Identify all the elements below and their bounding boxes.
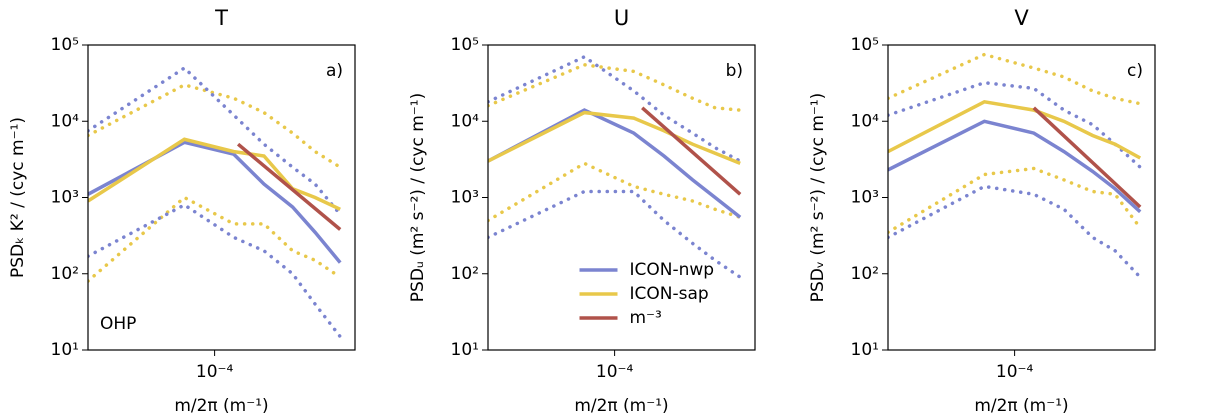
panel-title: V xyxy=(1014,6,1029,30)
y-tick-label: 10⁵ xyxy=(451,35,479,55)
series-line xyxy=(488,161,742,223)
series-line xyxy=(88,202,342,339)
series-line xyxy=(488,108,742,219)
series-line xyxy=(488,54,742,163)
y-tick-label: 10³ xyxy=(51,188,79,208)
y-tick-label: 10⁴ xyxy=(851,111,880,131)
x-tick-label: 10⁻⁴ xyxy=(996,362,1034,382)
series-line xyxy=(88,65,342,217)
annotation: a) xyxy=(326,61,343,81)
legend-label: ICON-nwp xyxy=(630,260,715,280)
series-line xyxy=(888,166,1142,235)
y-tick-label: 10⁴ xyxy=(451,111,480,131)
series-line xyxy=(488,63,742,112)
panel-title: T xyxy=(214,6,228,30)
series-line xyxy=(236,142,342,231)
annotation: b) xyxy=(726,61,743,81)
y-tick-label: 10¹ xyxy=(851,340,879,360)
y-tick-label: 10² xyxy=(851,264,879,284)
series-line xyxy=(888,80,1142,169)
series-line xyxy=(1032,106,1142,209)
y-tick-label: 10⁴ xyxy=(51,111,80,131)
plot-frame xyxy=(887,44,1156,351)
legend-label: m⁻³ xyxy=(630,308,662,328)
y-tick-label: 10¹ xyxy=(451,340,479,360)
series-line xyxy=(88,137,341,211)
series-line xyxy=(641,106,742,196)
x-tick-label: 10⁻⁴ xyxy=(196,362,234,382)
y-axis-label: PSDₖ K² / (cyc m⁻¹) xyxy=(8,117,28,278)
series-line xyxy=(88,83,342,169)
series-line xyxy=(488,110,741,166)
panel-title: U xyxy=(614,6,629,30)
y-tick-label: 10⁵ xyxy=(51,35,79,55)
series-line xyxy=(88,195,342,283)
series-line xyxy=(888,119,1142,214)
annotation: OHP xyxy=(100,314,136,334)
x-axis-label: m/2π (m⁻¹) xyxy=(174,396,268,416)
x-axis-label: m/2π (m⁻¹) xyxy=(574,396,668,416)
y-tick-label: 10⁵ xyxy=(851,35,879,55)
series-line xyxy=(888,184,1142,279)
series-line xyxy=(888,99,1142,160)
y-axis-label: PSDᵥ (m² s⁻²) / (cyc m⁻¹) xyxy=(808,93,828,303)
series-line xyxy=(488,189,742,279)
y-axis-label: PSDᵤ (m² s⁻²) / (cyc m⁻¹) xyxy=(408,93,428,302)
y-tick-label: 10¹ xyxy=(51,340,79,360)
y-tick-label: 10² xyxy=(51,264,79,284)
y-tick-label: 10³ xyxy=(451,188,479,208)
series-line xyxy=(888,52,1142,106)
x-axis-label: m/2π (m⁻¹) xyxy=(974,396,1068,416)
annotation: c) xyxy=(1127,61,1143,81)
x-tick-label: 10⁻⁴ xyxy=(596,362,634,382)
y-tick-label: 10³ xyxy=(851,188,879,208)
y-tick-label: 10² xyxy=(451,264,479,284)
legend-label: ICON-sap xyxy=(630,284,709,304)
series-line xyxy=(88,140,342,264)
